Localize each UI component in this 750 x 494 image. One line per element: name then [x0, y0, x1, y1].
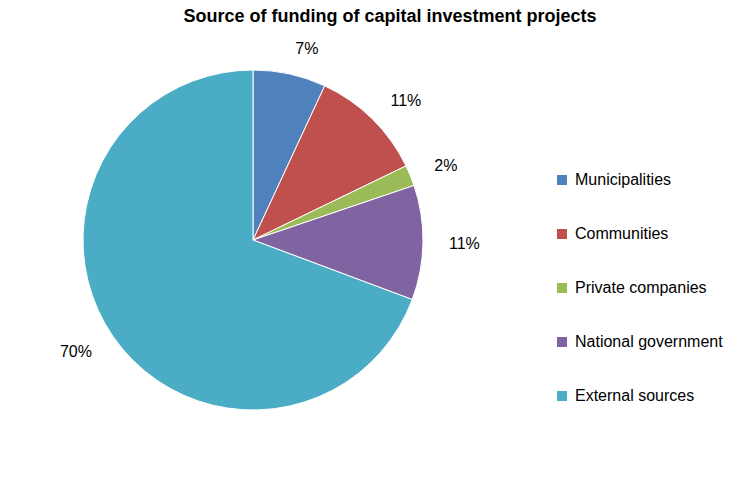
svg-text:11%: 11%: [449, 235, 480, 252]
svg-text:2%: 2%: [434, 157, 457, 174]
html-text:Private companies: Private companies: [575, 279, 707, 296]
html-text:Municipalities: Municipalities: [575, 171, 671, 188]
html-text:Communities: Communities: [575, 225, 669, 242]
svg-text:70%: 70%: [60, 343, 92, 360]
svg-text:11%: 11%: [391, 92, 422, 109]
html-text:National government: National government: [575, 333, 723, 350]
svg-text:7%: 7%: [295, 40, 318, 57]
html-text:External sources: External sources: [575, 387, 695, 404]
html-text:Source of funding of capital i: Source of funding of capital investment …: [183, 6, 597, 26]
